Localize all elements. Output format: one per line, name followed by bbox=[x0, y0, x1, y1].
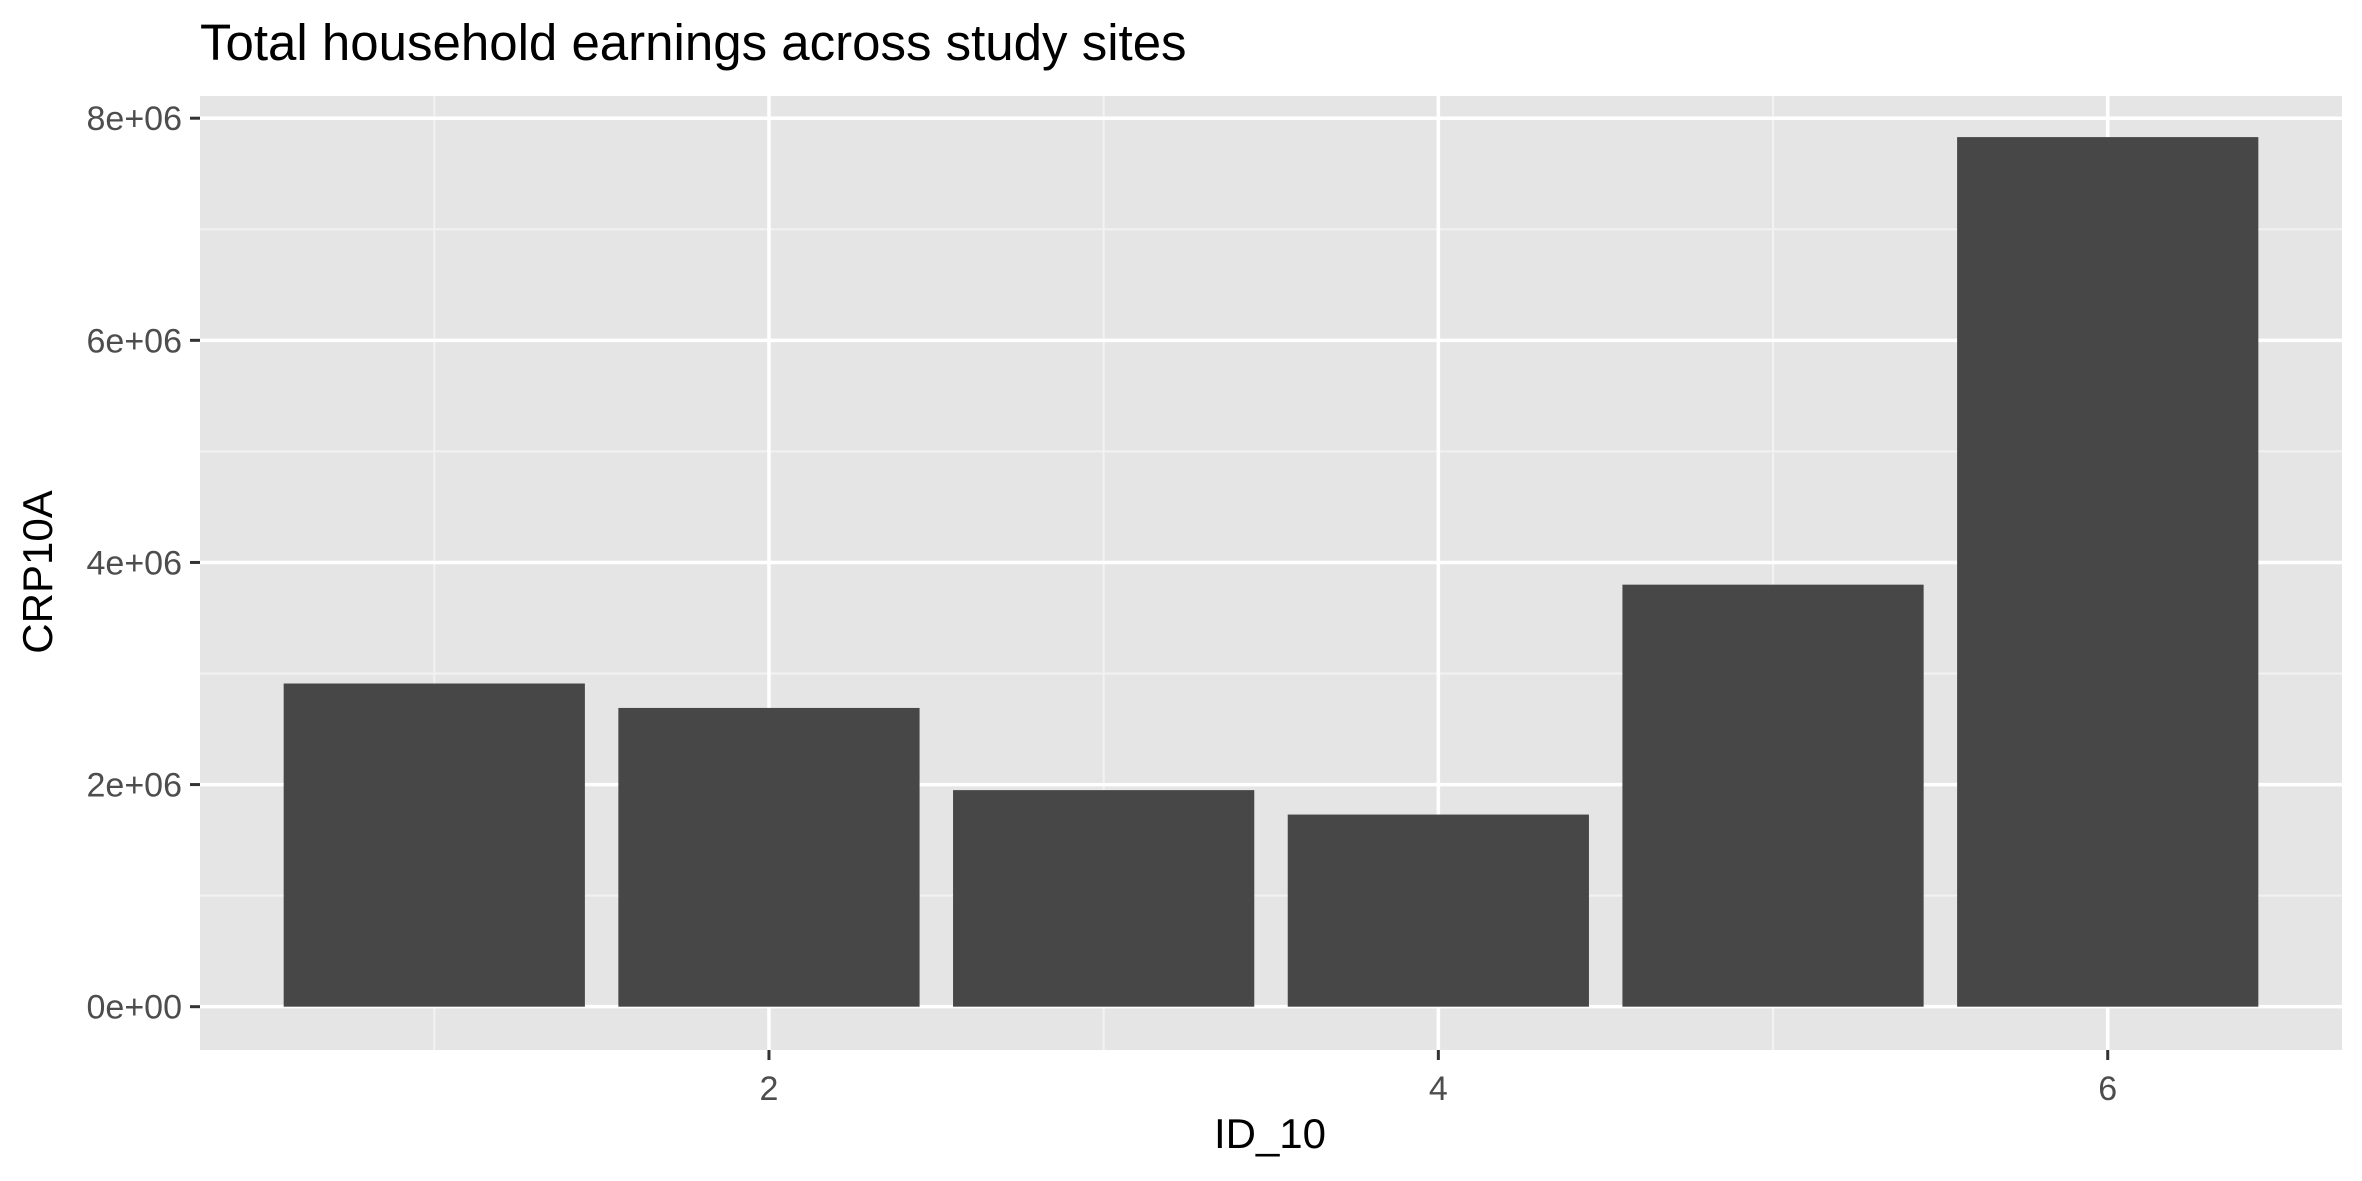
bar bbox=[618, 707, 920, 1007]
bar bbox=[1622, 584, 1924, 1007]
x-axis: 2 4 6 bbox=[760, 1050, 2117, 1108]
bars bbox=[283, 137, 2259, 1007]
y-tick-label: 0e+00 bbox=[87, 989, 183, 1027]
y-tick-label: 4e+06 bbox=[87, 544, 183, 582]
x-axis-title: ID_10 bbox=[1214, 1110, 1326, 1157]
x-tick-label: 4 bbox=[1429, 1070, 1448, 1108]
y-tick-label: 8e+06 bbox=[87, 100, 183, 138]
y-axis-title: CRP10A bbox=[14, 490, 61, 653]
y-tick-label: 6e+06 bbox=[87, 322, 183, 360]
y-tick-label: 2e+06 bbox=[87, 767, 183, 805]
bar bbox=[1957, 137, 2259, 1007]
chart-title: Total household earnings across study si… bbox=[200, 14, 1187, 71]
x-tick-label: 2 bbox=[760, 1070, 779, 1108]
bar bbox=[1287, 814, 1589, 1007]
bar bbox=[953, 790, 1255, 1007]
bar bbox=[283, 683, 585, 1007]
x-tick-label: 6 bbox=[2098, 1070, 2117, 1108]
y-axis: 0e+00 2e+06 4e+06 6e+06 8e+06 bbox=[87, 100, 200, 1027]
